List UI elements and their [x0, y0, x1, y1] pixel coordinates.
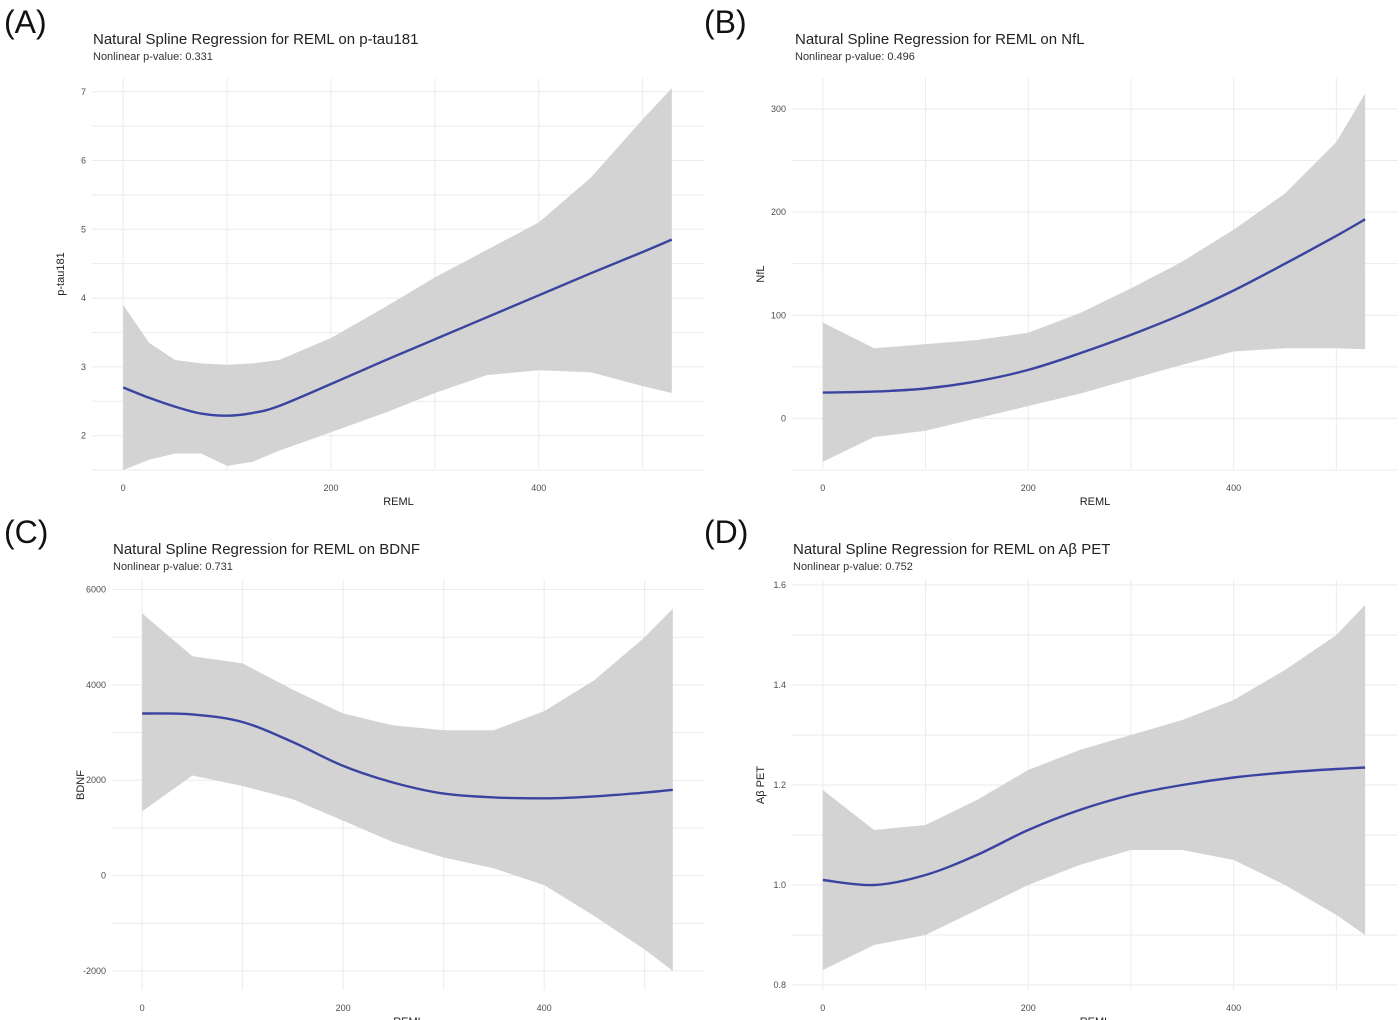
plot-area: -2000 0 2000 4000 6000 0 200 400 REML BDNF — [75, 580, 705, 1020]
y-tick-label: 300 — [771, 104, 786, 114]
chart-subtitle: Nonlinear p-value: 0.731 — [113, 561, 233, 573]
y-tick-label: 1.0 — [773, 880, 786, 890]
chart-title: Natural Spline Regression for REML on p-… — [93, 31, 419, 48]
y-axis-label: Aβ PET — [755, 766, 767, 804]
panel-c: (C) Natural Spline Regression for REML o… — [0, 510, 705, 1020]
ci-band — [142, 608, 673, 971]
y-tick-label: 100 — [771, 310, 786, 320]
y-axis-label: NfL — [755, 265, 767, 282]
x-tick-label: 400 — [531, 483, 546, 493]
fit-line — [822, 218, 1366, 394]
x-tick-label: 200 — [1021, 1003, 1036, 1013]
y-tick-label: 3 — [81, 362, 86, 372]
y-tick-label: 1.6 — [773, 580, 786, 590]
y-tick-label: 2000 — [86, 775, 106, 785]
x-tick-label: 0 — [820, 1003, 825, 1013]
y-tick-label: 6 — [81, 156, 86, 166]
y-tick-label: 2 — [81, 431, 86, 441]
fit-line — [822, 766, 1366, 887]
plot-area: 0 100 200 300 0 200 400 REML NfL — [755, 78, 1398, 508]
y-tick-label: 4000 — [86, 680, 106, 690]
ci-band — [123, 88, 672, 471]
panel-a: (A) Natural Spline Regression for REML o… — [0, 0, 705, 510]
y-tick-label: 7 — [81, 87, 86, 97]
x-tick-label: 400 — [537, 1003, 552, 1013]
y-tick-label: 200 — [771, 207, 786, 217]
y-tick-label: 6000 — [86, 585, 106, 595]
x-axis-label: REML — [383, 496, 414, 508]
fit-line — [142, 712, 673, 800]
fit-line — [122, 238, 673, 417]
panel-label: (D) — [704, 514, 749, 550]
plot-area: 0.8 1.0 1.2 1.4 1.6 0 200 400 REML Aβ PET — [755, 580, 1398, 1020]
y-tick-label: 0 — [101, 871, 106, 881]
y-axis-label: p-tau181 — [55, 252, 67, 295]
x-tick-label: 0 — [820, 483, 825, 493]
x-tick-label: 0 — [140, 1003, 145, 1013]
ci-band — [822, 605, 1366, 970]
panel-label: (C) — [4, 514, 49, 550]
y-tick-label: -2000 — [83, 966, 106, 976]
y-tick-label: 1.4 — [773, 680, 786, 690]
x-tick-label: 400 — [1226, 483, 1241, 493]
chart-subtitle: Nonlinear p-value: 0.752 — [793, 561, 913, 573]
x-axis-label: REML — [1080, 496, 1111, 508]
y-tick-label: 0.8 — [773, 980, 786, 990]
panel-label: (B) — [704, 4, 747, 40]
chart-subtitle: Nonlinear p-value: 0.496 — [795, 51, 915, 63]
y-tick-label: 1.2 — [773, 780, 786, 790]
y-tick-label: 4 — [81, 293, 86, 303]
y-tick-label: 0 — [781, 413, 786, 423]
panel-d: (D) Natural Spline Regression for REML o… — [700, 510, 1400, 1020]
y-tick-label: 5 — [81, 224, 86, 234]
chart-title: Natural Spline Regression for REML on Aβ… — [793, 541, 1111, 558]
x-tick-label: 200 — [336, 1003, 351, 1013]
plot-area: 2 3 4 5 6 7 0 200 400 REML p-tau181 — [55, 78, 705, 508]
chart-title: Natural Spline Regression for REML on BD… — [113, 541, 421, 558]
chart-title: Natural Spline Regression for REML on Nf… — [795, 31, 1085, 48]
panel-b: (B) Natural Spline Regression for REML o… — [700, 0, 1400, 510]
x-tick-label: 0 — [121, 483, 126, 493]
x-tick-label: 200 — [323, 483, 338, 493]
x-tick-label: 400 — [1226, 1003, 1241, 1013]
x-tick-label: 200 — [1021, 483, 1036, 493]
ci-band — [822, 93, 1366, 462]
chart-subtitle: Nonlinear p-value: 0.331 — [93, 51, 213, 63]
x-axis-label: REML — [1080, 1016, 1111, 1020]
y-axis-label: BDNF — [75, 770, 87, 800]
panel-label: (A) — [4, 4, 47, 40]
x-axis-label: REML — [393, 1016, 424, 1020]
